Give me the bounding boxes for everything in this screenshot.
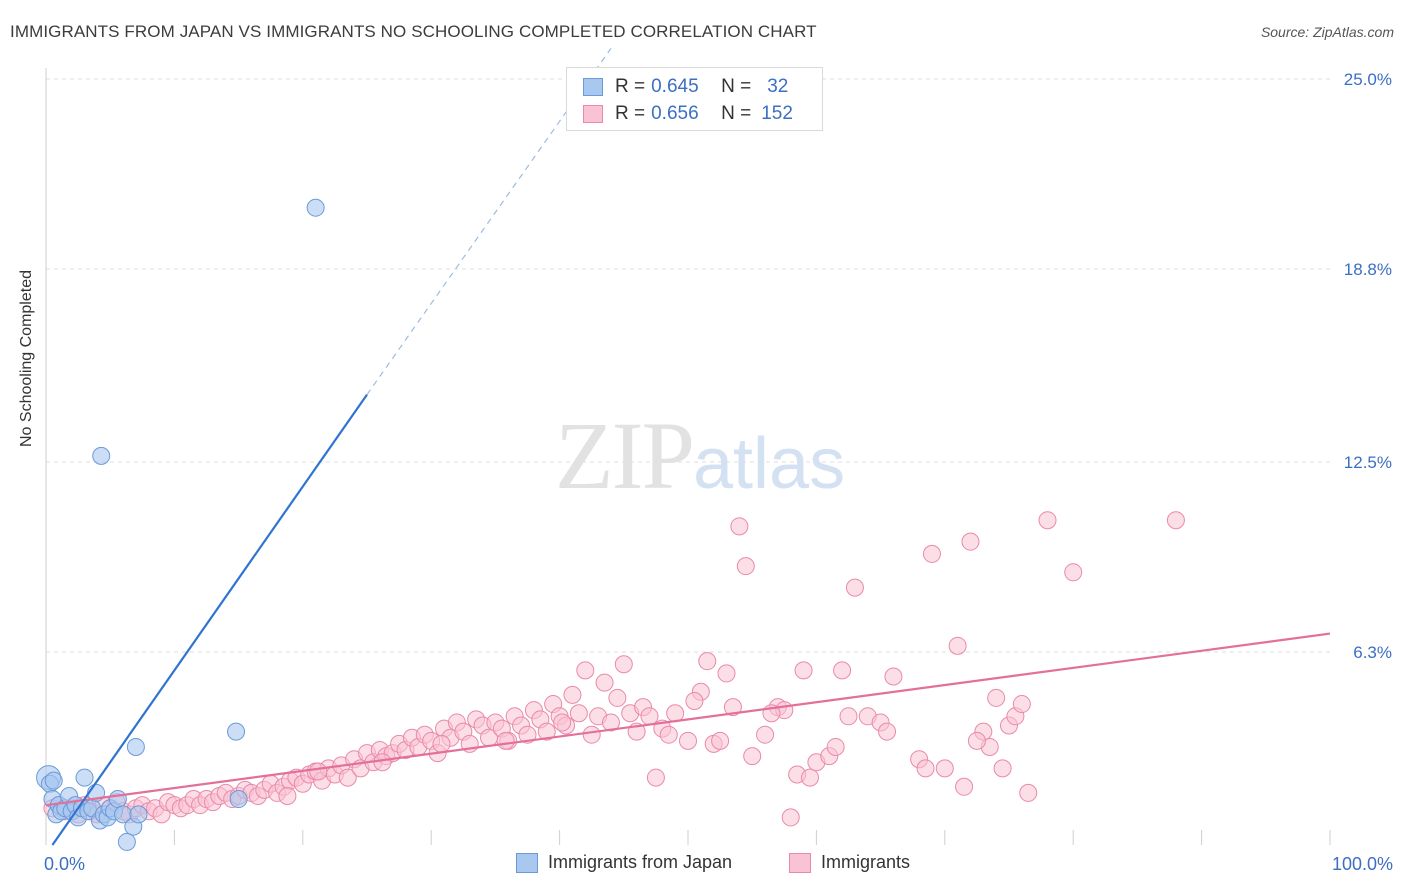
data-point-immigrants <box>826 737 845 756</box>
watermark-atlas: atlas <box>693 424 846 504</box>
data-point-immigrants <box>608 688 627 707</box>
data-point-immigrants <box>563 685 582 704</box>
bottom-legend-label-japan: Immigrants from Japan <box>548 852 733 872</box>
data-point-immigrants <box>685 691 704 710</box>
data-point-immigrants <box>743 747 762 766</box>
data-point-immigrants <box>916 759 935 778</box>
data-point-immigrants <box>1012 695 1031 714</box>
stats-legend: R = 0.645 N = 32 R = 0.656 N = 152 <box>566 67 823 131</box>
data-point-immigrants <box>922 544 941 563</box>
data-point-immigrants <box>582 725 601 744</box>
data-point-immigrants <box>646 768 665 787</box>
data-point-immigrants <box>496 731 515 750</box>
data-point-immigrants <box>794 661 813 680</box>
y-tick-label: 25.0% <box>1344 70 1392 89</box>
data-point-immigrants <box>878 722 897 741</box>
data-point-immigrants <box>576 661 595 680</box>
data-point-japan <box>75 768 94 787</box>
data-point-immigrants <box>839 707 858 726</box>
data-point-immigrants <box>373 753 392 772</box>
data-point-immigrants <box>1019 783 1038 802</box>
y-axis-label: No Schooling Completed <box>18 270 35 447</box>
data-point-immigrants <box>845 578 864 597</box>
data-point-immigrants <box>432 734 451 753</box>
data-point-immigrants <box>1038 511 1057 530</box>
data-point-japan <box>92 446 111 465</box>
watermark-zip: ZIP <box>555 402 695 509</box>
data-point-japan <box>44 771 63 790</box>
y-tick-label: 6.3% <box>1353 643 1392 662</box>
data-point-immigrants <box>601 713 620 732</box>
legend-n-label: N = <box>721 76 752 97</box>
data-point-immigrants <box>537 722 556 741</box>
data-point-immigrants <box>987 688 1006 707</box>
y-tick-label: 12.5% <box>1344 453 1392 472</box>
data-point-japan <box>229 790 248 809</box>
data-point-immigrants <box>948 636 967 655</box>
x-tick-label: 100.0% <box>1332 854 1393 874</box>
data-point-immigrants <box>595 673 614 692</box>
data-point-immigrants <box>553 713 572 732</box>
source-label: Source: ZipAtlas.com <box>1260 24 1394 40</box>
data-point-immigrants <box>659 725 678 744</box>
data-point-immigrants <box>698 652 717 671</box>
data-point-immigrants <box>961 532 980 551</box>
data-point-immigrants <box>736 557 755 576</box>
data-point-japan <box>306 198 325 217</box>
data-point-immigrants <box>781 808 800 827</box>
trend-line-japan <box>51 393 368 846</box>
data-point-immigrants <box>993 759 1012 778</box>
data-point-japan <box>117 832 136 851</box>
data-point-immigrants <box>569 704 588 723</box>
data-point-immigrants <box>723 698 742 717</box>
data-point-immigrants <box>730 517 749 536</box>
data-point-immigrants <box>711 731 730 750</box>
data-point-immigrants <box>884 667 903 686</box>
legend-row-japan: R = 0.645 N = 32 <box>583 75 788 99</box>
legend-swatch-japan <box>583 78 603 96</box>
data-point-immigrants <box>278 786 297 805</box>
data-point-japan <box>126 737 145 756</box>
legend-swatch-immigrants <box>583 105 603 123</box>
data-point-immigrants <box>756 725 775 744</box>
data-point-immigrants <box>614 655 633 674</box>
data-point-immigrants <box>1064 563 1083 582</box>
data-point-immigrants <box>935 759 954 778</box>
bottom-legend-immigrants: Immigrants <box>789 852 910 873</box>
legend-n-value: 32 <box>767 76 789 97</box>
legend-r-value: 0.656 <box>651 103 699 124</box>
data-point-immigrants <box>640 707 659 726</box>
bottom-legend-swatch-immigrants <box>789 852 811 873</box>
y-tick-label: 18.8% <box>1344 260 1392 279</box>
bottom-legend-japan: Immigrants from Japan <box>516 852 732 873</box>
data-point-japan <box>129 805 148 824</box>
data-point-immigrants <box>955 777 974 796</box>
data-point-immigrants <box>679 731 697 750</box>
data-point-immigrants <box>967 731 986 750</box>
legend-n-label: N = <box>721 103 752 124</box>
legend-n-value: 152 <box>761 103 793 124</box>
bottom-legend-swatch-japan <box>516 852 538 873</box>
trend-line-immigrants <box>45 632 1331 807</box>
chart-title: IMMIGRANTS FROM JAPAN VS IMMIGRANTS NO S… <box>10 22 817 41</box>
legend-row-immigrants: R = 0.656 N = 152 <box>583 102 793 126</box>
x-tick-label: 0.0% <box>44 854 85 874</box>
legend-r-label: R = <box>615 76 646 97</box>
data-point-immigrants <box>717 664 736 683</box>
data-point-japan <box>227 722 246 741</box>
data-point-immigrants <box>1166 511 1185 530</box>
legend-r-label: R = <box>615 103 646 124</box>
data-point-japan <box>108 790 127 809</box>
watermark: ZIPatlas <box>555 400 845 511</box>
data-point-immigrants <box>800 768 819 787</box>
data-point-immigrants <box>338 768 357 787</box>
data-point-immigrants <box>518 725 537 744</box>
data-point-immigrants <box>309 762 328 781</box>
data-point-immigrants <box>833 661 852 680</box>
legend-r-value: 0.645 <box>651 76 699 97</box>
bottom-legend-label-immigrants: Immigrants <box>821 852 911 872</box>
